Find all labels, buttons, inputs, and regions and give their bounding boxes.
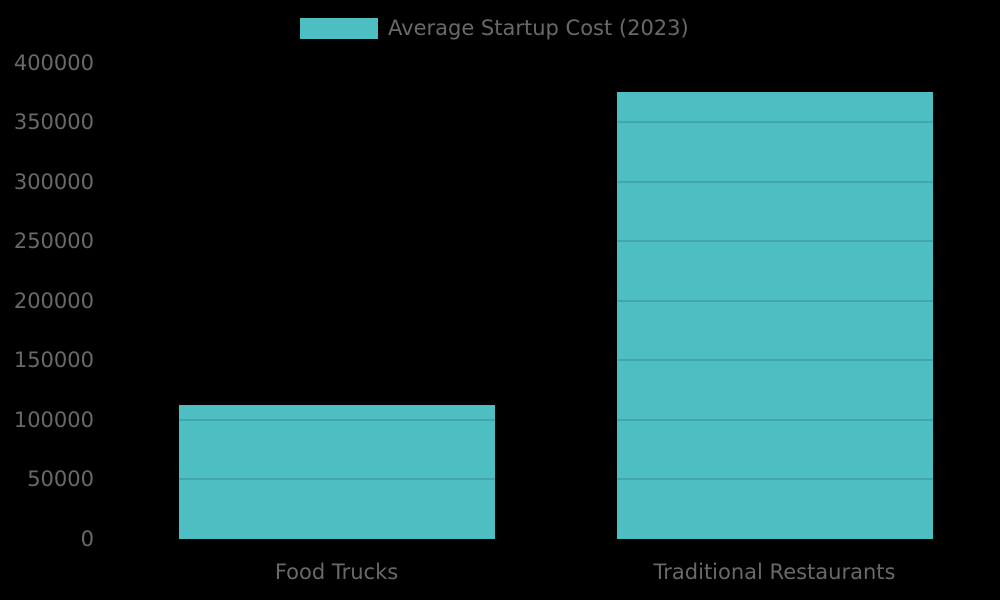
gridline-200000 — [117, 299, 993, 302]
gridline-100000 — [117, 418, 993, 421]
bar-traditional-restaurants — [616, 92, 933, 539]
legend-swatch — [300, 18, 378, 39]
legend-label: Average Startup Cost (2023) — [388, 16, 689, 40]
y-tick-label-250000: 250000 — [13, 229, 94, 253]
gridline-300000 — [117, 180, 993, 183]
gridline-150000 — [117, 359, 993, 361]
gridline-250000 — [117, 240, 993, 242]
y-tick-label-350000: 350000 — [13, 110, 94, 134]
y-tick-label-100000: 100000 — [13, 407, 94, 432]
x-category-label-food-trucks: Food Trucks — [274, 560, 399, 584]
x-category-label-traditional-restaurants: Traditional Restaurants — [653, 560, 896, 584]
gridline-50000 — [117, 478, 993, 480]
gridline-400000 — [117, 61, 993, 64]
y-tick-label-0: 0 — [80, 526, 94, 551]
y-tick-label-150000: 150000 — [13, 348, 94, 372]
y-tick-label-400000: 400000 — [13, 50, 94, 75]
legend: Average Startup Cost (2023) — [0, 0, 1000, 46]
y-tick-label-50000: 50000 — [27, 467, 94, 491]
y-tick-label-200000: 200000 — [13, 288, 94, 313]
gridline-350000 — [117, 121, 993, 123]
bar-food-trucks — [178, 404, 495, 539]
y-tick-label-300000: 300000 — [13, 169, 94, 194]
